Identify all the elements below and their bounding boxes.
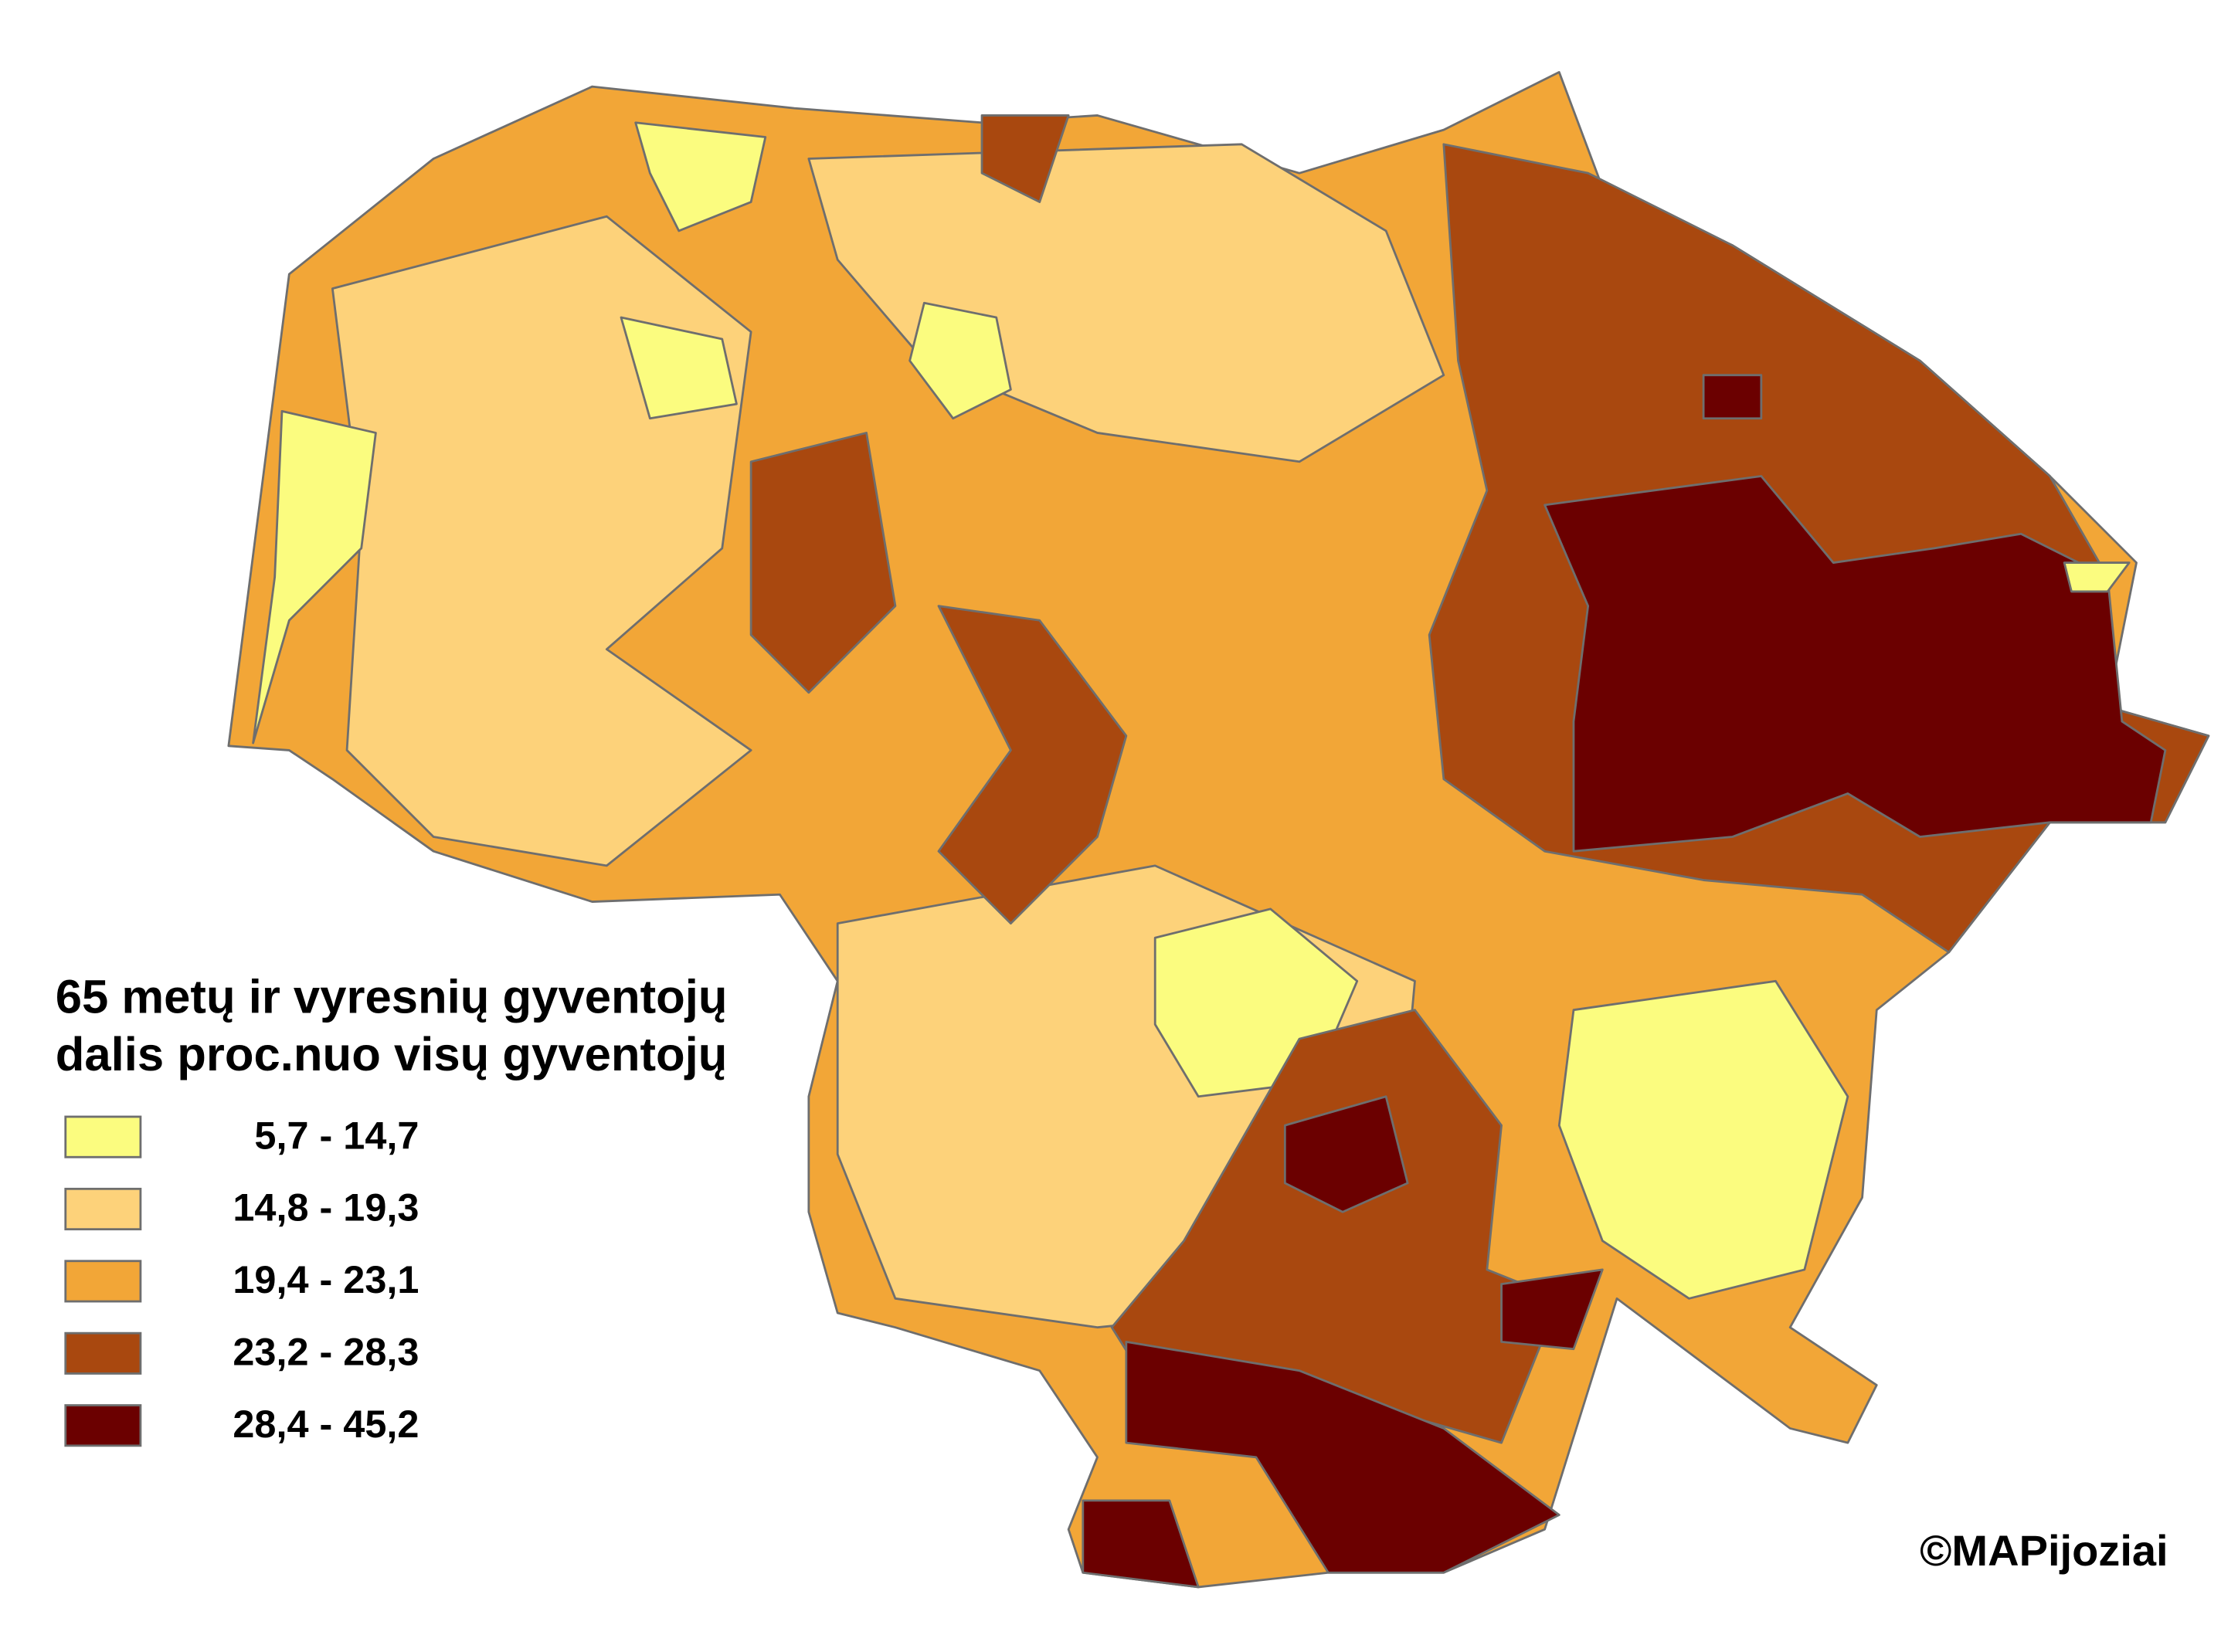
region — [980, 114, 1070, 203]
region — [634, 121, 767, 232]
region — [908, 301, 1012, 420]
region — [620, 316, 738, 420]
region — [1500, 1268, 1604, 1351]
legend-label: 19,4 - 23,1 — [233, 1257, 419, 1301]
region — [2063, 561, 2131, 593]
region — [252, 410, 377, 745]
legend-label: 14,8 - 19,3 — [233, 1186, 419, 1230]
region — [937, 605, 1128, 924]
region — [1557, 979, 1849, 1300]
legend-label: 23,2 - 28,3 — [233, 1329, 419, 1373]
region — [1125, 1340, 1560, 1574]
region — [331, 215, 752, 867]
region — [1110, 1009, 1560, 1444]
region — [1544, 475, 2167, 853]
map — [227, 71, 2210, 1589]
legend-swatch — [64, 1115, 142, 1158]
legend-title: dalis proc.nuo visų gyventojų — [56, 1028, 728, 1081]
region — [1283, 1095, 1409, 1213]
credit: ©MAPijoziai — [1920, 1526, 2168, 1575]
region — [1702, 374, 1763, 420]
legend-title: 65 metų ir vyresnių gyventojų — [56, 970, 728, 1023]
legend-swatch — [64, 1331, 142, 1375]
legend-label: 5,7 - 14,7 — [254, 1113, 419, 1157]
legend-swatch — [64, 1187, 142, 1231]
legend-swatch — [64, 1404, 142, 1447]
region — [807, 143, 1445, 463]
region — [749, 432, 897, 694]
legend-label: 28,4 - 45,2 — [233, 1402, 419, 1446]
legend-swatch — [64, 1260, 142, 1303]
region — [1082, 1499, 1200, 1589]
